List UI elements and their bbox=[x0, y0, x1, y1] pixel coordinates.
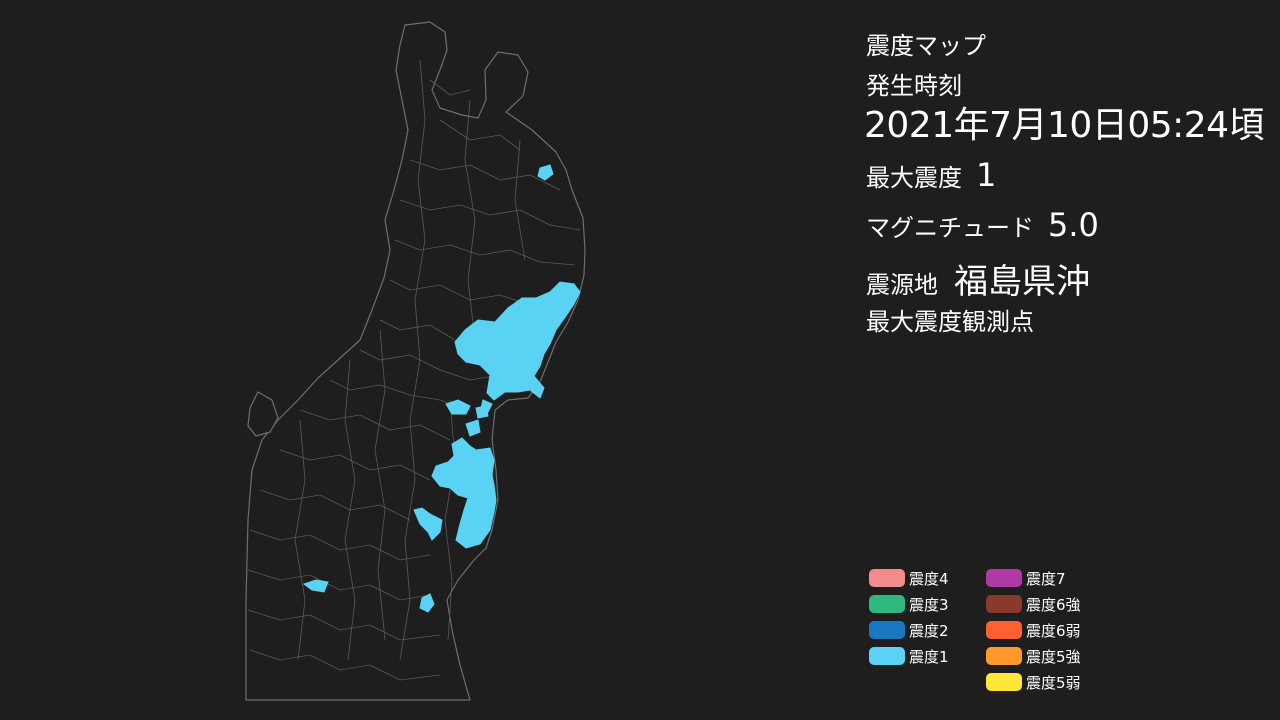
epicenter-label: 震源地 bbox=[866, 271, 938, 299]
tohoku-landmass bbox=[245, 21, 586, 701]
map-title: 震度マップ bbox=[866, 32, 986, 60]
legend-swatch bbox=[986, 621, 1022, 639]
legend-item: 震度6弱 bbox=[986, 618, 1081, 642]
legend-item: 震度1 bbox=[869, 644, 949, 668]
legend-swatch bbox=[986, 595, 1022, 613]
legend-label: 震度2 bbox=[909, 621, 949, 640]
magnitude-row: マグニチュード 5.0 bbox=[866, 206, 1099, 244]
intensity1-area-north-iwate bbox=[537, 164, 554, 181]
intensity-legend: 震度4 震度3 震度2 震度1 震度7 震度6強 震度6弱 震度5強 震度5弱 bbox=[869, 566, 1129, 696]
legend-label: 震度4 bbox=[909, 569, 949, 588]
legend-item: 震度3 bbox=[869, 592, 949, 616]
magnitude-value: 5.0 bbox=[1048, 206, 1099, 244]
sado-island bbox=[247, 391, 279, 437]
legend-item: 震度5弱 bbox=[986, 670, 1081, 694]
legend-swatch bbox=[986, 569, 1022, 587]
max-intensity-label: 最大震度 bbox=[866, 164, 962, 192]
intensity1-regions bbox=[302, 164, 581, 613]
intensity1-area-gunma bbox=[302, 579, 329, 593]
max-intensity-value: 1 bbox=[976, 156, 997, 194]
legend-swatch bbox=[869, 621, 905, 639]
epicenter-value: 福島県沖 bbox=[954, 262, 1090, 302]
legend-label: 震度7 bbox=[1026, 569, 1066, 588]
intensity1-area-yamagata bbox=[445, 399, 471, 415]
legend-item: 震度6強 bbox=[986, 592, 1081, 616]
max-intensity-stations-label: 最大震度観測点 bbox=[866, 308, 1034, 336]
magnitude-label: マグニチュード bbox=[866, 214, 1034, 242]
intensity1-area-fukushima-main bbox=[431, 437, 497, 549]
legend-label: 震度6強 bbox=[1026, 595, 1081, 614]
intensity1-area-miyagi-iwate bbox=[454, 281, 581, 401]
legend-item: 震度4 bbox=[869, 566, 949, 590]
legend-item: 震度5強 bbox=[986, 644, 1081, 668]
intensity1-area-tochigi bbox=[419, 593, 435, 613]
legend-swatch bbox=[986, 673, 1022, 691]
land-outline bbox=[245, 21, 586, 701]
intensity1-area-miyagi-south bbox=[475, 405, 489, 419]
occurrence-time-value: 2021年7月10日05:24頃 bbox=[864, 105, 1265, 146]
legend-label: 震度3 bbox=[909, 595, 949, 614]
legend-swatch bbox=[869, 569, 905, 587]
occurrence-time-label: 発生時刻 bbox=[866, 72, 962, 100]
legend-swatch bbox=[986, 647, 1022, 665]
legend-label: 震度5弱 bbox=[1026, 673, 1081, 692]
intensity1-area-fukushima-small bbox=[465, 419, 481, 437]
municipal-boundaries bbox=[247, 59, 581, 681]
legend-item: 震度7 bbox=[986, 566, 1066, 590]
legend-label: 震度5強 bbox=[1026, 647, 1081, 666]
legend-label: 震度1 bbox=[909, 647, 949, 666]
legend-label: 震度6弱 bbox=[1026, 621, 1081, 640]
intensity1-area-aizu bbox=[413, 507, 443, 541]
legend-swatch bbox=[869, 647, 905, 665]
legend-item: 震度2 bbox=[869, 618, 949, 642]
max-intensity-row: 最大震度 1 bbox=[866, 156, 996, 194]
epicenter-row: 震源地 福島県沖 bbox=[866, 254, 1090, 303]
legend-swatch bbox=[869, 595, 905, 613]
